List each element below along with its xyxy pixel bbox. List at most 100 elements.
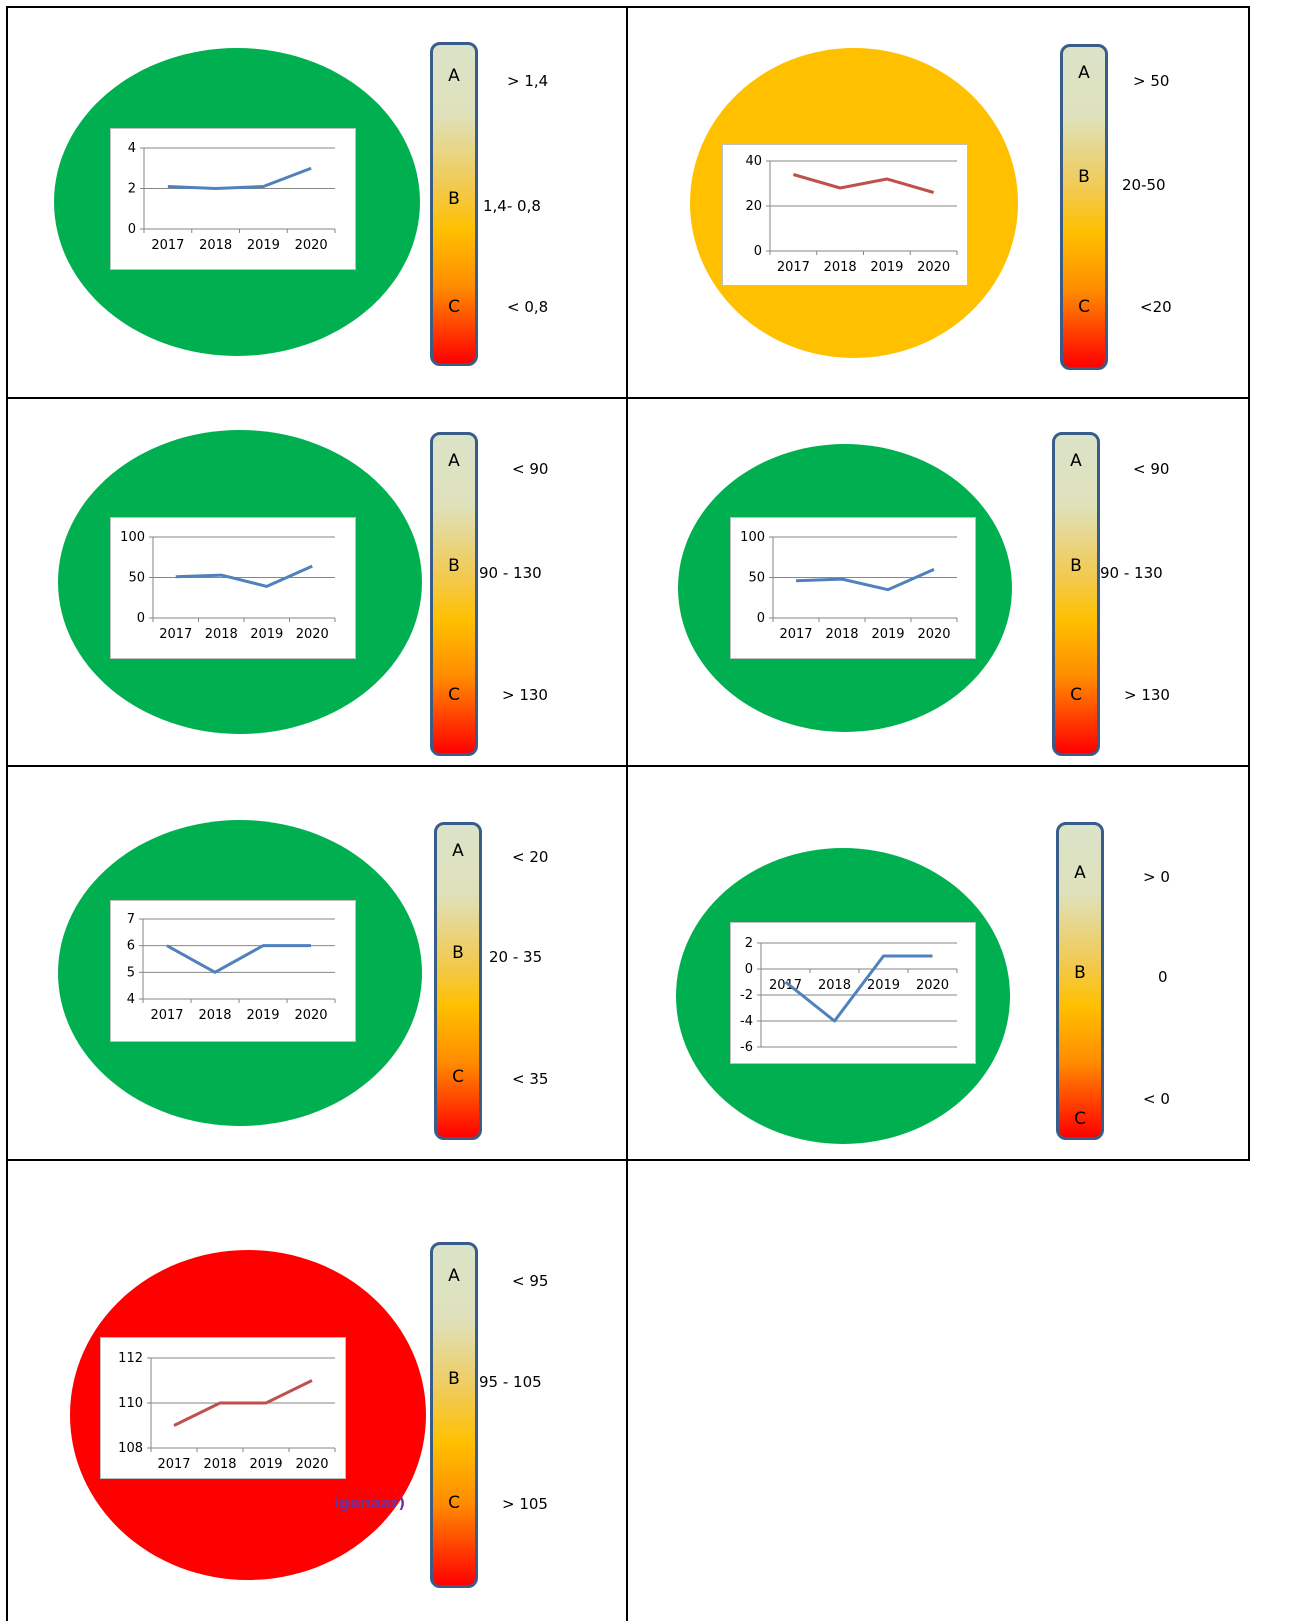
threshold-label: > 1,4 [507, 72, 549, 90]
rating-scale-bar: A B C [434, 822, 482, 1140]
x-tick-label: 2020 [295, 1457, 328, 1472]
rating-scale-bar: A B C [430, 432, 478, 756]
scale-letter-a: A [448, 451, 460, 471]
threshold-label: 20-50 [1122, 176, 1166, 194]
threshold-label: > 0 [1143, 868, 1170, 886]
y-tick-label: 0 [745, 962, 753, 977]
y-tick-label: -6 [740, 1040, 753, 1055]
x-tick-label: 2019 [867, 978, 900, 993]
threshold-label: < 0,8 [507, 298, 549, 316]
scale-letter-c: C [448, 685, 460, 705]
series-line [166, 944, 311, 974]
y-tick-label: 50 [748, 571, 765, 586]
x-tick-label: 2017 [151, 238, 184, 253]
table-row-divider-3 [6, 1159, 1250, 1161]
x-tick-label: 2017 [159, 627, 192, 642]
x-tick-label: 2019 [250, 627, 283, 642]
x-tick-label: 2017 [779, 627, 812, 642]
threshold-label: 90 - 130 [1100, 564, 1163, 582]
scale-letter-b: B [1074, 963, 1086, 983]
y-tick-label: 6 [127, 939, 135, 954]
y-tick-label: 100 [120, 530, 145, 545]
x-tick-label: 2020 [296, 627, 329, 642]
y-tick-label: 2 [128, 182, 136, 197]
x-tick-label: 2018 [198, 1008, 231, 1023]
line-chart-svg: 0 20 40 2017 2018 2019 2020 [745, 154, 958, 275]
y-tick-label: 7 [127, 912, 135, 927]
line-chart: 108 110 112 2017 2018 2019 2020 [100, 1337, 346, 1479]
line-chart-svg: 108 110 112 2017 2018 2019 2020 [118, 1351, 336, 1472]
line-chart: -6 -4 -2 0 2 2017 2018 2019 2020 [730, 922, 976, 1064]
line-chart: 0 50 100 2017 2018 2019 2020 [730, 517, 976, 659]
x-tick-label: 2020 [917, 260, 950, 275]
y-tick-label: 110 [118, 1396, 143, 1411]
series-line [167, 166, 312, 190]
y-tick-label: 50 [128, 571, 145, 586]
y-tick-label: 4 [127, 992, 135, 1007]
rating-scale-bar: A B C [430, 1242, 478, 1588]
x-tick-label: 2018 [199, 238, 232, 253]
threshold-label: < 90 [512, 460, 549, 478]
x-tick-label: 2019 [249, 1457, 282, 1472]
x-tick-label: 2020 [917, 627, 950, 642]
x-tick-label: 2018 [203, 1457, 236, 1472]
line-chart: 0 50 100 2017 2018 2019 2020 [110, 517, 356, 659]
table-row-divider-1 [6, 397, 1250, 399]
threshold-label: 1,4- 0,8 [483, 197, 541, 215]
partial-label-text: igenaar) [334, 1494, 406, 1512]
table-row-divider-2 [6, 765, 1250, 767]
x-tick-label: 2018 [825, 627, 858, 642]
x-tick-label: 2020 [916, 978, 949, 993]
y-tick-label: 5 [127, 965, 135, 980]
scale-letter-a: A [452, 841, 464, 861]
y-tick-label: 20 [745, 199, 762, 214]
x-tick-label: 2019 [871, 627, 904, 642]
series-line [784, 954, 933, 1023]
x-tick-label: 2020 [295, 238, 328, 253]
threshold-label: 95 - 105 [479, 1373, 542, 1391]
x-tick-label: 2017 [150, 1008, 183, 1023]
threshold-label: 0 [1158, 968, 1168, 986]
scale-letter-b: B [448, 189, 460, 209]
scale-letter-b: B [1070, 556, 1082, 576]
threshold-label: < 0 [1143, 1090, 1170, 1108]
threshold-label: < 35 [512, 1070, 549, 1088]
scale-letter-a: A [1070, 451, 1082, 471]
y-tick-label: 40 [745, 154, 762, 169]
threshold-label: > 105 [502, 1495, 548, 1513]
y-tick-label: 0 [757, 611, 765, 626]
series-line [173, 1379, 313, 1427]
y-tick-label: 112 [118, 1351, 143, 1366]
rating-scale-bar: A B C [1052, 432, 1100, 756]
y-tick-label: 0 [754, 244, 762, 259]
threshold-label: 20 - 35 [489, 948, 543, 966]
line-chart: 0 2 4 2017 2018 2019 2020 [110, 128, 356, 270]
scale-letter-c: C [448, 1493, 460, 1513]
x-tick-label: 2017 [777, 260, 810, 275]
series-line [795, 568, 935, 592]
y-tick-label: 0 [137, 611, 145, 626]
table-border-left [6, 6, 8, 1621]
scale-letter-a: A [448, 1266, 460, 1286]
series-line [175, 564, 313, 588]
rating-scale-bar: A B C [430, 42, 478, 366]
table-border-top [6, 6, 1250, 8]
series-line [792, 173, 935, 194]
y-tick-label: 2 [745, 936, 753, 951]
y-tick-label: -4 [740, 1014, 753, 1029]
x-tick-label: 2018 [205, 627, 238, 642]
scale-letter-a: A [1078, 63, 1090, 83]
x-tick-label: 2019 [870, 260, 903, 275]
scale-letter-c: C [1070, 685, 1082, 705]
y-tick-label: 108 [118, 1441, 143, 1456]
line-chart-svg: 0 2 4 2017 2018 2019 2020 [128, 141, 336, 253]
threshold-label: < 20 [512, 848, 549, 866]
threshold-label: > 130 [502, 686, 548, 704]
line-chart: 4 5 6 7 2017 2018 2019 2020 [110, 900, 356, 1042]
x-tick-label: 2018 [818, 978, 851, 993]
scale-letter-a: A [448, 66, 460, 86]
scale-letter-b: B [1078, 167, 1090, 187]
threshold-label: < 90 [1133, 460, 1170, 478]
y-tick-label: -2 [740, 988, 753, 1003]
